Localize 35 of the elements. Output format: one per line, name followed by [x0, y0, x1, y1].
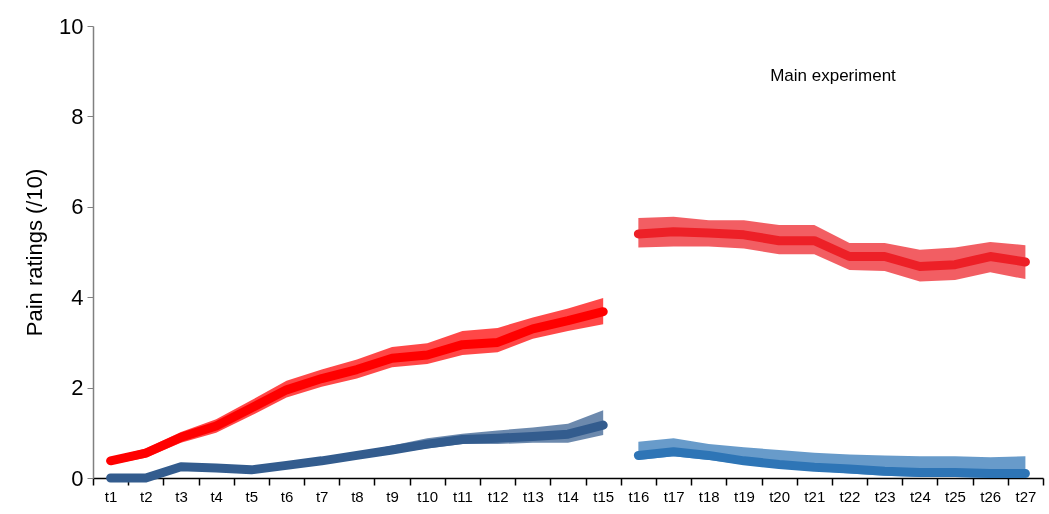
x-tick-label: t8 [351, 487, 364, 505]
x-tick-label: t24 [909, 487, 931, 505]
x-tick-label: t9 [386, 487, 399, 505]
y-axis-title: Pain ratings (/10) [22, 168, 48, 337]
x-tick-label: t11 [453, 487, 473, 505]
x-tick-label: t7 [315, 487, 329, 505]
annotation: Main experiment [770, 66, 897, 85]
x-tick-label: t18 [698, 487, 720, 505]
y-tick-label: 6 [71, 194, 84, 220]
x-tick-label: t10 [417, 487, 439, 505]
x-tick-label: t12 [487, 487, 509, 505]
x-tick-label: t26 [980, 487, 1002, 505]
y-tick-label: 4 [71, 284, 84, 310]
y-tick-label: 0 [71, 465, 84, 491]
x-tick-label: t3 [175, 487, 188, 505]
x-tick-label: t14 [558, 487, 579, 505]
y-tick-label: 2 [71, 375, 84, 401]
x-tick-label: t21 [804, 487, 826, 505]
x-tick-label: t15 [593, 487, 615, 505]
x-tick-label: t20 [769, 487, 791, 505]
x-tick-label: t25 [945, 487, 966, 505]
x-tick-label: t13 [522, 487, 544, 505]
x-tick-label: t22 [839, 487, 861, 505]
x-tick-label: t17 [663, 487, 685, 505]
x-tick-label: t23 [874, 487, 896, 505]
x-tick-label: t4 [210, 487, 223, 505]
x-tick-label: t6 [280, 487, 294, 505]
x-tick-label: t19 [734, 487, 755, 505]
x-tick-label: t2 [140, 487, 153, 505]
x-tick-label: t27 [1015, 487, 1037, 505]
y-tick-label: 10 [59, 13, 84, 39]
x-tick-label: t16 [628, 487, 650, 505]
x-tick-label: t1 [104, 487, 118, 505]
x-tick-label: t5 [245, 487, 259, 505]
y-tick-label: 8 [71, 103, 84, 129]
